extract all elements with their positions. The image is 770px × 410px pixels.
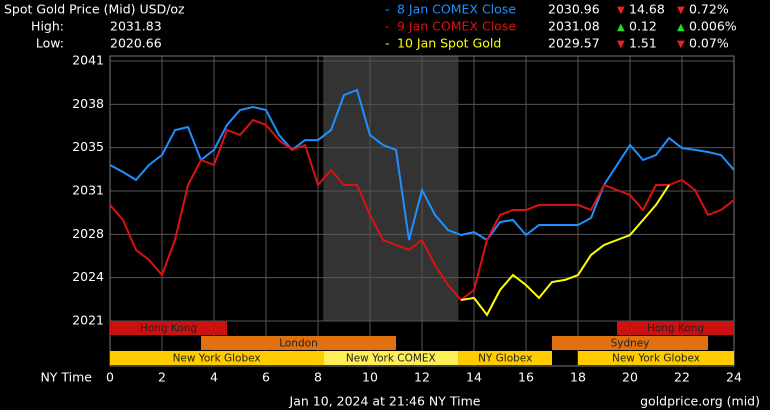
- high-label: High:: [31, 19, 64, 34]
- change-arrow: ▼: [677, 39, 685, 50]
- session-label: New York Globex: [173, 353, 261, 365]
- session-bar: [617, 321, 734, 335]
- legend-entry: 9 Jan COMEX Close: [397, 19, 516, 34]
- x-tick-label: 16: [518, 370, 534, 385]
- legend-close: 2031.08: [548, 19, 600, 34]
- plot-frame: [109, 55, 735, 367]
- high-value: 2031.83: [110, 19, 162, 34]
- change-arrow: ▲: [677, 22, 685, 33]
- legend-change: 14.68: [629, 2, 665, 17]
- x-tick-label: 20: [622, 370, 638, 385]
- change-arrow: ▲: [617, 22, 625, 33]
- legend-close: 2030.96: [548, 2, 600, 17]
- session-label: Hong Kong: [140, 323, 197, 335]
- session-label: London: [279, 338, 318, 350]
- x-tick-label: 8: [314, 370, 322, 385]
- x-tick-label: 24: [726, 370, 742, 385]
- legend-change-pct: 0.006%: [689, 19, 737, 34]
- session-label: NY Globex: [478, 353, 532, 365]
- legend-dash: -: [385, 2, 390, 17]
- session-label: Sydney: [611, 338, 650, 350]
- y-tick-label: 2028: [72, 226, 104, 241]
- x-tick-label: 12: [414, 370, 430, 385]
- session-bar: [552, 336, 708, 350]
- legend-change: 0.12: [629, 19, 657, 34]
- x-tick-label: 18: [570, 370, 586, 385]
- series-line: [460, 184, 670, 317]
- legend-entry: 8 Jan COMEX Close: [397, 2, 516, 17]
- x-tick-label: 6: [262, 370, 270, 385]
- session-bar: [578, 351, 734, 365]
- legend-change: 1.51: [629, 36, 657, 51]
- x-tick-label: 22: [674, 370, 690, 385]
- y-tick-label: 2041: [72, 53, 104, 68]
- legend-close: 2029.57: [548, 36, 600, 51]
- chart-title: Spot Gold Price (Mid) USD/oz: [4, 2, 185, 17]
- y-tick-label: 2021: [72, 313, 104, 328]
- change-arrow: ▼: [677, 5, 685, 16]
- session-bar: [458, 351, 552, 365]
- change-arrow: ▼: [617, 5, 625, 16]
- x-axis-label: NY Time: [40, 370, 92, 385]
- session-bar: [110, 321, 227, 335]
- x-tick-label: 0: [106, 370, 114, 385]
- y-tick-label: 2038: [72, 96, 104, 111]
- low-label: Low:: [36, 36, 64, 51]
- source: goldprice.org (mid): [640, 394, 760, 409]
- footer: Jan 10, 2024 at 21:46 NY Time: [289, 394, 481, 409]
- session-label: New York Globex: [612, 353, 700, 365]
- session-bar: [110, 351, 324, 365]
- x-tick-label: 10: [362, 370, 378, 385]
- session-label: New York COMEX: [346, 353, 436, 365]
- x-tick-label: 4: [210, 370, 218, 385]
- legend-change-pct: 0.72%: [689, 2, 729, 17]
- y-tick-label: 2031: [72, 183, 104, 198]
- comex-shade: [323, 56, 459, 321]
- legend-change-pct: 0.07%: [689, 36, 729, 51]
- session-bar: [201, 336, 396, 350]
- change-arrow: ▼: [617, 39, 625, 50]
- y-tick-label: 2035: [72, 139, 104, 154]
- legend-dash: -: [385, 19, 390, 34]
- low-value: 2020.66: [110, 36, 162, 51]
- series-line: [109, 88, 735, 242]
- series-line: [109, 118, 735, 302]
- legend-entry: 10 Jan Spot Gold: [397, 36, 501, 51]
- legend-dash: -: [385, 36, 390, 51]
- session-bar: [323, 351, 459, 365]
- x-tick-label: 14: [466, 370, 482, 385]
- session-label: Hong Kong: [647, 323, 704, 335]
- x-tick-label: 2: [158, 370, 166, 385]
- y-tick-label: 2024: [72, 269, 104, 284]
